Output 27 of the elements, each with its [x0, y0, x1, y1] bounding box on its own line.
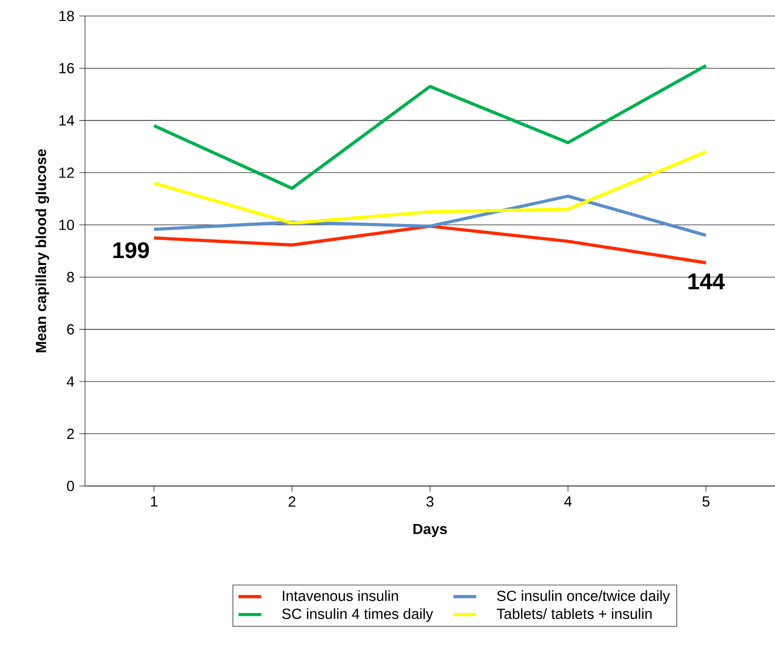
- y-tick-label: 18: [59, 10, 74, 22]
- y-tick-label: 14: [59, 115, 74, 126]
- line-series: [152, 150, 708, 225]
- y-tick-label: 16: [59, 63, 74, 74]
- y-axis-title: Mean capillary blood glucose: [35, 149, 50, 352]
- x-tick-label: 4: [564, 496, 572, 506]
- x-tick-label: 3: [426, 496, 434, 507]
- x-tick-label: 2: [288, 496, 296, 507]
- y-tick-label: 4: [66, 376, 74, 387]
- y-tick-label: 8: [67, 272, 74, 282]
- line-series: [152, 64, 708, 190]
- line-series: [152, 224, 708, 264]
- line-series: [152, 194, 708, 237]
- annotation: 144: [688, 274, 725, 290]
- x-axis-title: Days: [413, 524, 447, 538]
- legend-label: SC insulin once/twice daily: [497, 590, 670, 604]
- x-tick-label: 5: [702, 496, 710, 507]
- x-tick-label: 1: [151, 496, 158, 506]
- y-tick-label: 10: [59, 220, 74, 230]
- legend-label: Tablets/ tablets + insulin: [496, 608, 652, 620]
- y-tick-label: 2: [67, 428, 74, 439]
- y-tick-label: 6: [67, 324, 74, 335]
- y-tick-label: 12: [59, 168, 74, 178]
- y-tick-label: 0: [67, 480, 74, 492]
- annotation: 199: [113, 242, 149, 258]
- legend-label: Intavenous insulin: [282, 590, 398, 602]
- legend-label: SC insulin 4 times daily: [282, 608, 434, 622]
